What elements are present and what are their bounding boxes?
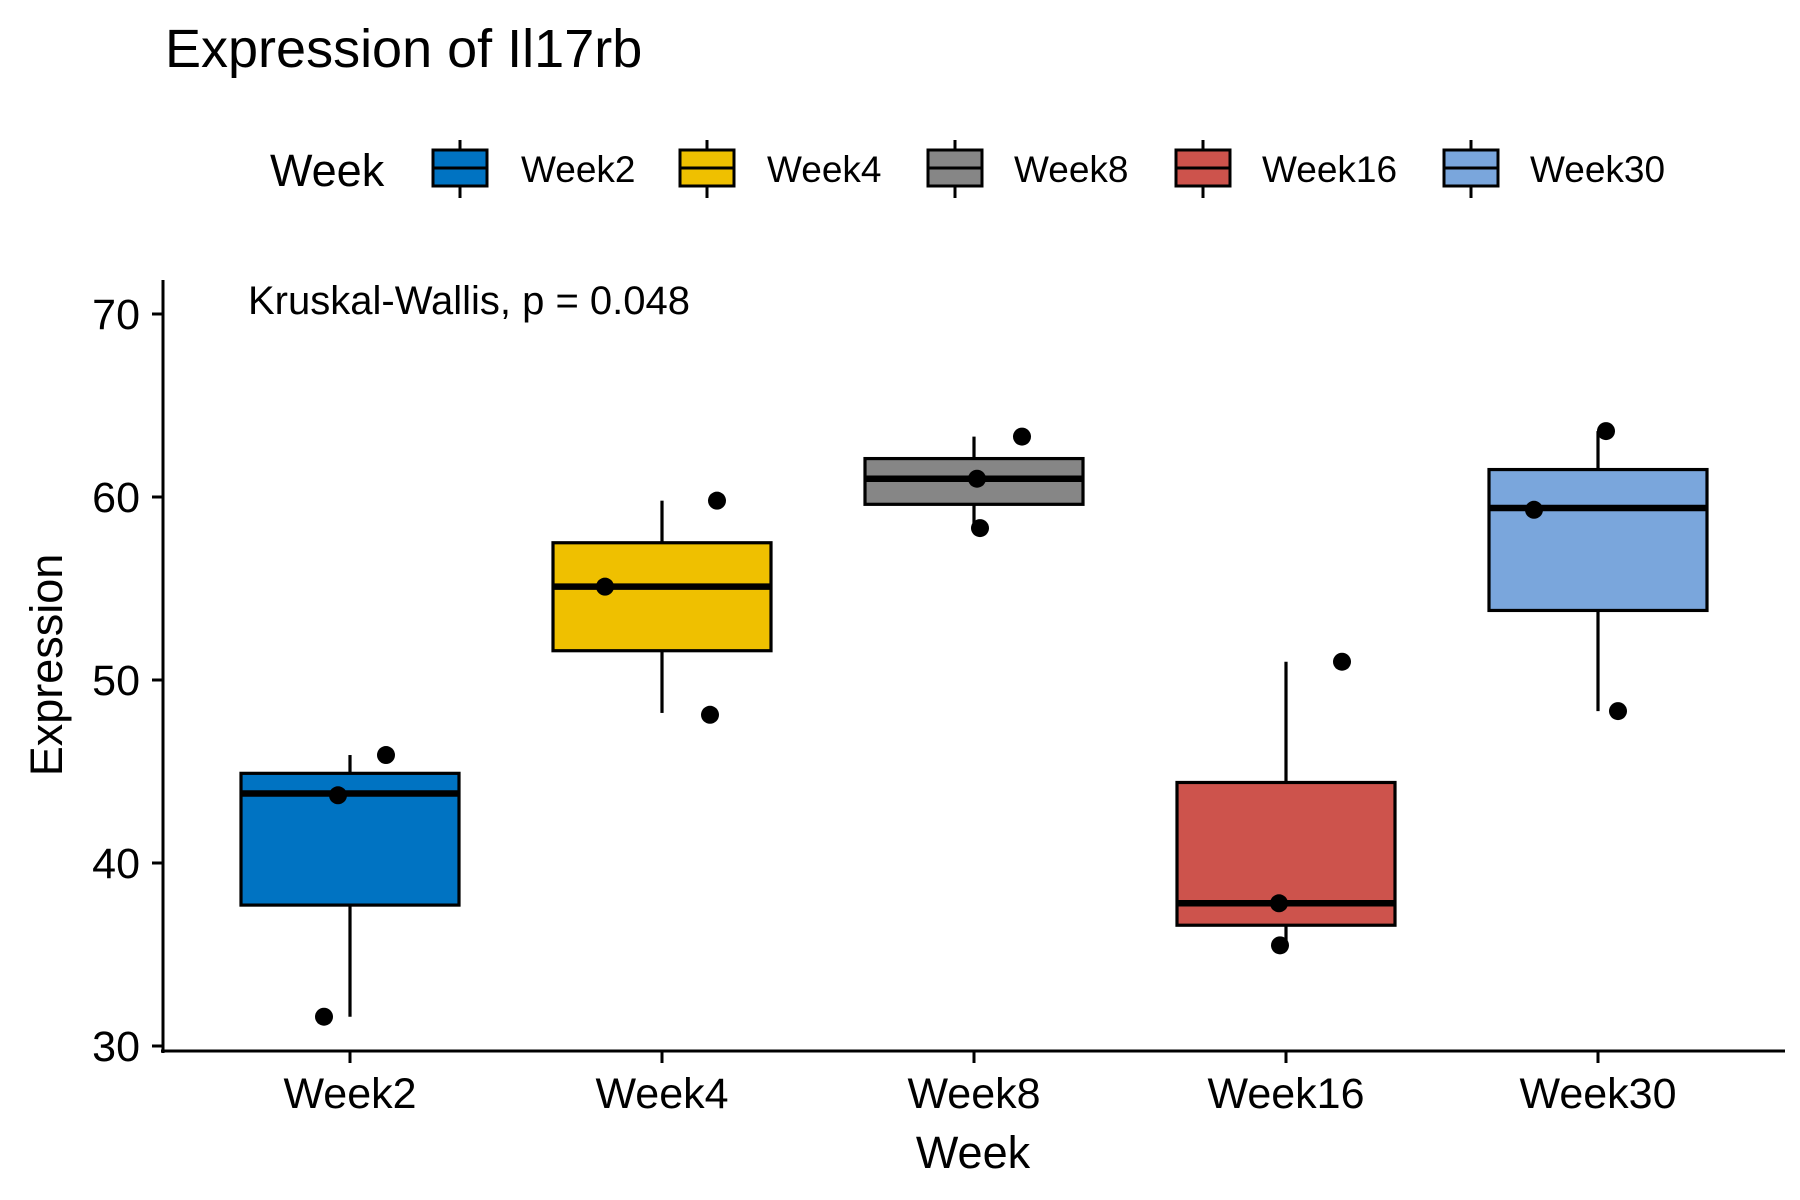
legend-key-week30 [1442,140,1500,198]
data-point-week16-1 [1271,936,1289,955]
y-tick-label-60: 60 [92,474,140,522]
data-point-week30-2 [1525,500,1543,519]
legend-label-week16: Week16 [1262,149,1397,190]
data-point-week30-3 [1597,422,1615,441]
x-tick-label-week4: Week4 [595,1070,728,1118]
data-point-week16-3 [1333,652,1351,671]
legend-title: Week [270,145,385,196]
legend-key-week4 [678,140,736,198]
x-axis-label: Week [916,1127,1031,1178]
data-point-week2-2 [329,786,347,805]
y-tick-label-50: 50 [92,657,140,705]
legend-key-week8 [926,140,984,198]
y-axis-label: Expression [21,554,72,777]
y-tick-label-30: 30 [92,1023,140,1071]
data-point-week4-1 [701,705,719,724]
data-point-week30-1 [1609,702,1627,721]
data-point-week2-3 [377,746,395,765]
x-axis-ticks: Week2 Week4 Week8 Week16 Week30 [283,1051,1676,1118]
data-point-week4-3 [708,491,726,510]
legend: Week Week2 Week4 Week8 Week16 Week30 [270,140,1665,198]
data-point-week2-1 [315,1007,333,1026]
x-tick-label-week30: Week30 [1520,1070,1677,1118]
x-tick-label-week2: Week2 [283,1070,416,1118]
data-point-week16-2 [1270,894,1288,913]
x-tick-label-week8: Week8 [907,1070,1040,1118]
legend-label-week4: Week4 [767,149,882,190]
legend-label-week8: Week8 [1014,149,1129,190]
legend-label-week30: Week30 [1530,149,1665,190]
y-tick-label-40: 40 [92,840,140,888]
chart-title: Expression of Il17rb [165,19,642,79]
y-axis-ticks: 30 40 50 60 70 [92,291,163,1071]
x-tick-label-week16: Week16 [1208,1070,1365,1118]
legend-key-week2 [431,140,489,198]
data-point-week4-2 [596,577,614,596]
kruskal-wallis-annotation: Kruskal-Wallis, p = 0.048 [248,279,690,323]
data-point-week8-1 [971,519,989,538]
box-week4 [551,541,773,653]
plot-area [239,422,1709,1026]
box-week30 [1487,467,1709,613]
y-tick-label-70: 70 [92,291,140,339]
legend-key-week16 [1174,140,1232,198]
data-point-week8-2 [968,469,986,488]
legend-label-week2: Week2 [521,149,636,190]
data-point-week8-3 [1013,427,1031,446]
